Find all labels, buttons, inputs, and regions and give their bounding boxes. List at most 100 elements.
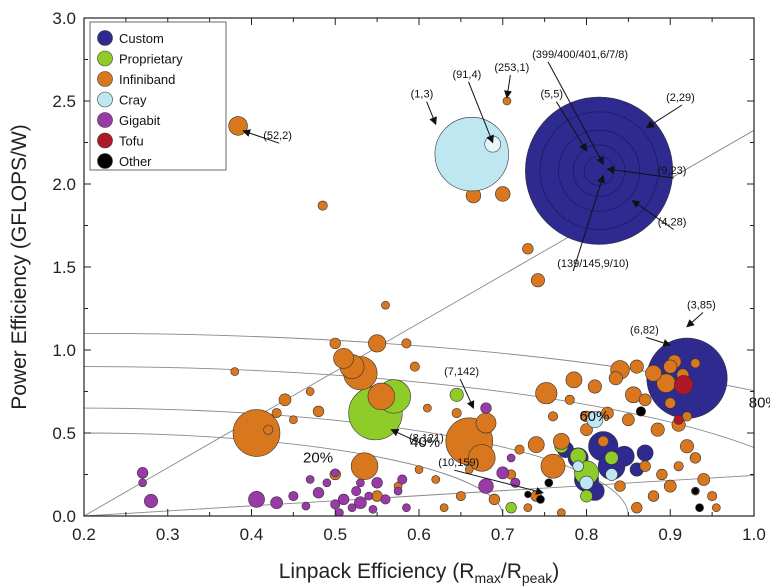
data-bubble: [480, 402, 492, 414]
data-bubble: [439, 503, 449, 513]
x-tick-label: 1.0: [742, 525, 766, 544]
data-bubble: [690, 358, 701, 369]
annotation-label: (139/145,9/10): [557, 258, 629, 270]
data-bubble: [330, 468, 340, 478]
legend-marker: [97, 71, 113, 87]
annotation-arrow: [504, 75, 512, 99]
efficiency-ray: [84, 129, 754, 516]
data-bubble: [380, 494, 391, 505]
annotation-arrow: [242, 129, 280, 144]
data-bubble: [650, 422, 665, 437]
y-tick-label: 3.0: [52, 9, 76, 28]
data-bubble: [553, 432, 570, 450]
data-bubble: [580, 489, 593, 503]
y-tick-label: 2.5: [52, 92, 76, 111]
data-bubble: [263, 424, 274, 435]
nested-bubble-outline: [558, 129, 640, 212]
data-bubble: [527, 436, 545, 453]
arc-label: 20%: [303, 449, 333, 466]
legend-label: Custom: [119, 31, 164, 46]
data-bubble: [679, 439, 694, 454]
annotation-label: (52,2): [263, 130, 292, 142]
legend-label: Proprietary: [119, 52, 183, 67]
data-bubble: [656, 468, 668, 481]
y-tick-label: 0.5: [52, 424, 76, 443]
data-bubble: [530, 273, 545, 288]
annotation-label: (9,23): [658, 165, 687, 177]
legend-label: Infiniband: [119, 72, 175, 87]
annotation-label: (91,4): [453, 69, 482, 81]
data-bubble: [631, 502, 643, 514]
data-bubble: [144, 494, 159, 509]
annotation-arrow: [606, 166, 674, 179]
data-bubble: [544, 478, 554, 488]
data-bubble: [608, 371, 623, 386]
arc-label: 60%: [579, 408, 609, 425]
efficiency-arc: [84, 366, 754, 449]
arc-label: 80%: [749, 394, 770, 411]
data-bubble: [230, 367, 240, 376]
data-bubble: [367, 382, 396, 411]
data-bubble: [289, 415, 298, 425]
data-bubble: [278, 393, 292, 407]
data-bubble: [580, 423, 593, 437]
data-bubble: [232, 409, 281, 457]
data-bubble: [397, 474, 408, 485]
data-bubble: [605, 468, 618, 481]
legend-marker: [97, 112, 113, 128]
data-bubble: [305, 475, 315, 484]
data-bubble: [423, 403, 432, 413]
y-tick-label: 0.0: [52, 507, 76, 526]
data-bubble: [330, 499, 341, 510]
data-bubble: [228, 116, 248, 136]
data-bubble: [393, 486, 403, 496]
data-bubble: [557, 508, 566, 516]
data-bubble: [451, 408, 462, 419]
data-bubble: [368, 334, 387, 353]
data-bubble: [572, 460, 584, 472]
data-bubble: [673, 414, 684, 425]
data-bubble: [431, 475, 441, 484]
data-bubble: [351, 486, 362, 497]
data-bubble: [434, 116, 509, 192]
x-tick-label: 0.3: [156, 525, 180, 544]
data-bubble: [312, 487, 325, 499]
annotation-label: (7,142): [444, 366, 479, 378]
x-tick-label: 0.2: [72, 525, 96, 544]
legend-label: Gigabit: [119, 113, 161, 128]
annotation-arrow: [686, 312, 704, 328]
data-bubble: [368, 505, 378, 514]
data-bubble: [586, 411, 604, 429]
annotation-arrow: [645, 104, 683, 129]
y-tick-label: 1.0: [52, 341, 76, 360]
annotation-arrow: [645, 336, 672, 347]
data-bubble: [270, 496, 283, 510]
data-bubble: [673, 375, 694, 395]
data-bubble: [409, 361, 420, 372]
data-bubble: [138, 478, 147, 488]
data-bubble: [711, 503, 721, 513]
data-bubble: [371, 477, 383, 489]
data-bubble: [691, 487, 700, 495]
data-bubble: [601, 406, 614, 420]
data-bubble: [523, 503, 533, 513]
nested-bubble-outline: [572, 144, 626, 197]
legend-marker: [97, 50, 113, 67]
data-bubble: [505, 502, 517, 514]
data-bubble: [536, 495, 545, 504]
data-bubble: [664, 397, 676, 409]
data-bubble: [579, 475, 594, 490]
efficiency-arc: [84, 332, 754, 392]
data-bubble: [635, 406, 646, 417]
data-bubble: [522, 243, 534, 255]
data-bubble: [401, 338, 412, 349]
data-bubble: [449, 387, 464, 402]
legend: Custom Proprietary Infiniband Cray Gigabit To…: [89, 21, 227, 171]
data-bubble: [402, 503, 411, 513]
legend-marker: [97, 132, 113, 149]
data-bubble: [468, 444, 496, 472]
x-tick-label: 0.6: [407, 525, 431, 544]
data-bubble: [663, 479, 677, 493]
data-bubble: [645, 364, 662, 382]
